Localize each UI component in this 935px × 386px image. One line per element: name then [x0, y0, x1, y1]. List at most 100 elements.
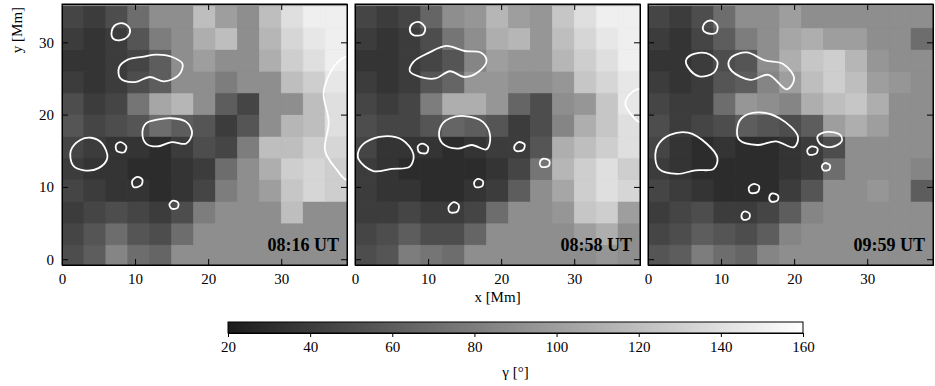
cell [867, 50, 889, 72]
cell [377, 93, 399, 115]
axis: 0102030 [39, 5, 68, 268]
cell [237, 180, 259, 202]
cell [889, 6, 911, 28]
cell [552, 180, 574, 202]
cell [259, 158, 281, 180]
contour [817, 132, 842, 147]
cell [443, 201, 465, 223]
contour [132, 177, 143, 187]
plot-area [648, 6, 933, 265]
cell [194, 201, 216, 223]
cell [237, 223, 259, 245]
cell [801, 223, 823, 245]
cell [377, 50, 399, 72]
contour [448, 202, 459, 213]
cell [530, 50, 552, 72]
tick-mark [634, 42, 640, 43]
cell [780, 158, 802, 180]
cell [237, 93, 259, 115]
tick: 20 [221, 333, 236, 355]
x-axis-title: x [Mm] [474, 289, 520, 305]
figure: 0102030010203008:16 UT010203008:58 UT010… [0, 0, 935, 386]
plot-area [62, 6, 347, 265]
axis-line [356, 5, 362, 266]
axis-line [649, 259, 934, 266]
cell [823, 180, 845, 202]
cell [325, 201, 347, 223]
cell [596, 50, 618, 72]
cell [867, 115, 889, 137]
cell [84, 71, 106, 93]
contour [112, 23, 131, 40]
tick-mark [648, 187, 654, 188]
cell [465, 28, 487, 50]
cell [355, 180, 377, 202]
cell [303, 158, 325, 180]
axis [649, 4, 934, 10]
cell [670, 71, 692, 93]
cell [530, 158, 552, 180]
cell [889, 71, 911, 93]
cell [106, 136, 128, 158]
contour [769, 193, 778, 201]
tick-mark [794, 4, 795, 10]
cell [648, 6, 670, 28]
tick-mark [135, 259, 136, 265]
cell [281, 136, 303, 158]
tick [648, 259, 654, 260]
cell [443, 245, 465, 265]
contour [703, 21, 718, 34]
tick: 30 [274, 259, 289, 287]
cell [618, 201, 640, 223]
cell [823, 158, 845, 180]
cell [911, 71, 933, 93]
cell [84, 115, 106, 137]
tick: 0 [47, 252, 69, 268]
cell [801, 6, 823, 28]
cell [325, 93, 347, 115]
axis-line [356, 5, 641, 11]
cell [552, 6, 574, 28]
cell [823, 201, 845, 223]
cell [780, 28, 802, 50]
tick-mark [62, 259, 68, 260]
cell [867, 28, 889, 50]
cell [758, 180, 780, 202]
tick-mark [927, 115, 933, 116]
cell [84, 201, 106, 223]
tick [135, 4, 136, 10]
cell [618, 115, 640, 137]
tick-mark [341, 42, 347, 43]
cell [574, 50, 596, 72]
cell [62, 71, 84, 93]
cell [508, 6, 530, 28]
tick-mark [355, 115, 361, 116]
contour [686, 53, 718, 77]
tick-label: 30 [274, 271, 289, 287]
cell [714, 201, 736, 223]
cell [303, 201, 325, 223]
cell [128, 201, 150, 223]
panel-background [648, 4, 933, 265]
tick-mark [574, 4, 575, 10]
tick: 160 [792, 333, 815, 355]
cell [237, 245, 259, 265]
contour [540, 159, 550, 168]
panel-title: 09:59 UT [854, 235, 926, 255]
cell [867, 201, 889, 223]
cell [736, 223, 758, 245]
cell [62, 201, 84, 223]
cell [648, 93, 670, 115]
cell [215, 71, 237, 93]
cell [508, 245, 530, 265]
cell [530, 223, 552, 245]
cell [801, 201, 823, 223]
cell [596, 158, 618, 180]
cell [648, 136, 670, 158]
tick: 60 [385, 333, 400, 355]
cell [823, 50, 845, 72]
cell [736, 180, 758, 202]
cell [465, 136, 487, 158]
cell [736, 28, 758, 50]
cell [62, 93, 84, 115]
